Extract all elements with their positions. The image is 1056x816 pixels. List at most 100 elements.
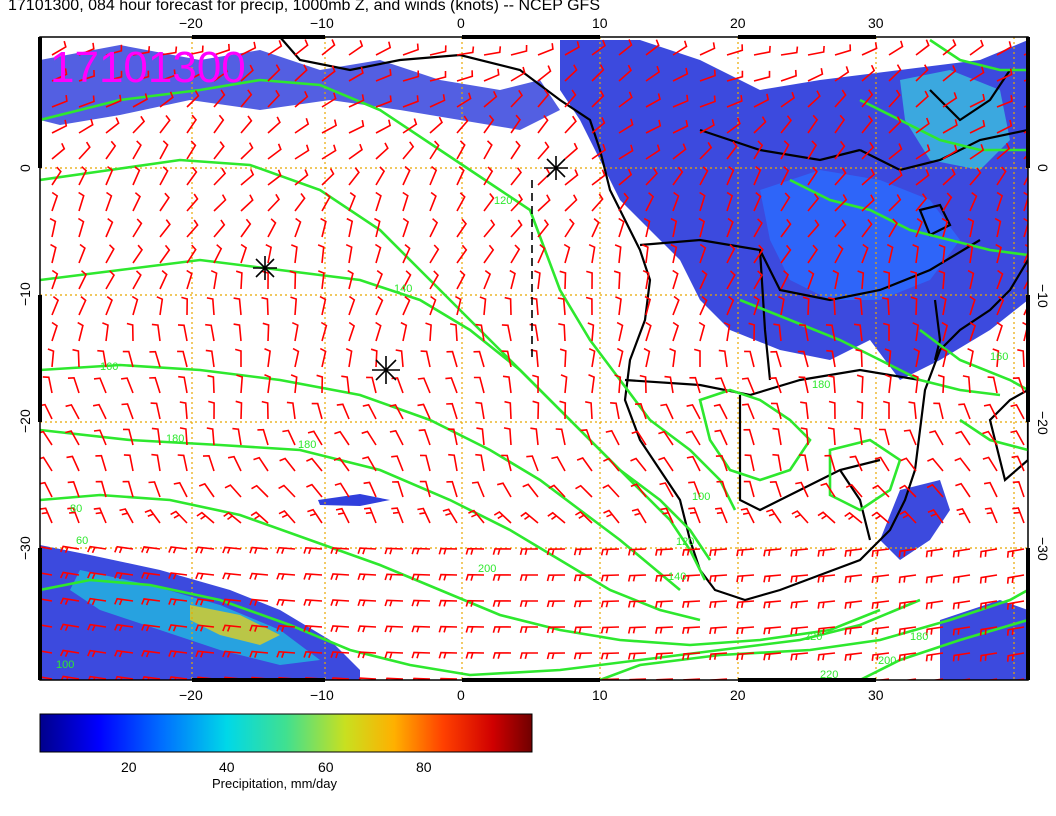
wind-barb: [213, 43, 231, 56]
wind-barb: [824, 454, 836, 472]
wind-barb: [276, 546, 296, 554]
wind-barb: [645, 167, 659, 186]
contour-220: [40, 578, 921, 677]
wind-barb: [429, 94, 446, 108]
wind-barb: [465, 547, 485, 555]
wind-barb: [591, 169, 606, 186]
wind-barb: [186, 114, 198, 134]
wind-barb: [952, 548, 971, 558]
wind-barb: [122, 350, 134, 368]
lat-tick: −20: [17, 409, 33, 433]
wind-barb: [741, 377, 755, 394]
wind-barb: [141, 676, 161, 680]
wind-barb: [336, 403, 350, 420]
wind-barb: [333, 457, 350, 472]
wind-barb: [348, 321, 356, 342]
wind-barb: [291, 244, 298, 264]
wind-barb: [227, 455, 242, 472]
wind-barb: [456, 92, 472, 108]
wind-barb: [417, 507, 431, 524]
wind-barb: [510, 89, 524, 108]
wind-barb: [522, 483, 539, 498]
wind-barb: [672, 295, 680, 316]
wind-barb: [87, 597, 107, 606]
wind-barb: [828, 400, 836, 420]
wind-barb: [915, 117, 930, 134]
wind-barb: [249, 546, 269, 554]
wind-barb: [144, 509, 161, 524]
contour-label: 60: [76, 535, 88, 547]
wind-barb: [699, 191, 706, 212]
lat-ticks-left: 0 −10 −20 −30: [17, 164, 33, 560]
wind-barb: [670, 217, 678, 238]
wind-barb: [294, 144, 310, 160]
wind-barb: [208, 400, 215, 420]
border-b: [624, 368, 921, 397]
wind-barb: [465, 573, 485, 581]
border-g: [699, 128, 861, 162]
wind-barb: [658, 456, 674, 472]
wind-barb: [699, 142, 713, 160]
wind-barb: [967, 347, 974, 368]
wind-barb: [689, 376, 701, 394]
wind-barb: [105, 44, 123, 56]
wind-barb: [984, 507, 998, 524]
wind-barb: [402, 191, 409, 212]
wind-barb: [141, 572, 161, 580]
wind-barb: [736, 548, 755, 557]
wind-barb: [249, 572, 269, 580]
wind-barb: [753, 295, 760, 316]
wind-barb: [766, 508, 782, 524]
wind-barb: [546, 626, 566, 634]
wind-barb: [698, 321, 706, 342]
wind-barb: [753, 140, 764, 160]
wind-barb: [51, 142, 66, 160]
wind-barb: [799, 324, 809, 342]
wind-barb: [925, 626, 944, 636]
date-stamp: 17101300: [50, 43, 246, 92]
colorbar-tick: 80: [416, 759, 432, 775]
wind-barb: [173, 481, 188, 498]
wind-barb: [195, 546, 215, 554]
wind-barb: [655, 626, 674, 634]
wind-barb: [912, 322, 920, 342]
wind-barb: [122, 428, 134, 446]
wind-barb: [558, 323, 566, 342]
wind-barb: [267, 218, 277, 238]
wind-barb: [391, 507, 404, 524]
wind-barb: [114, 545, 134, 554]
wind-barb: [616, 347, 624, 368]
wind-barb: [591, 143, 607, 160]
wind-barb: [780, 270, 790, 290]
wind-barb: [726, 44, 744, 56]
wind-barb: [213, 114, 225, 134]
wind-barb: [618, 64, 632, 82]
colorbar-ticks: 20 40 60 80: [121, 759, 432, 775]
wind-barb: [532, 400, 540, 420]
wind-barb: [979, 626, 998, 636]
wind-barb: [206, 427, 215, 446]
wind-barb: [807, 166, 818, 186]
wind-barb: [294, 39, 309, 56]
wind-barb: [205, 349, 215, 368]
wind-barb: [709, 600, 728, 609]
wind-barb: [483, 166, 494, 186]
wind-barb: [222, 546, 242, 554]
wind-barb: [857, 270, 865, 290]
wind-barb: [261, 400, 269, 420]
wind-barb: [276, 598, 296, 606]
wind-barb: [442, 508, 458, 524]
wind-barb: [763, 626, 782, 635]
wind-barb: [364, 507, 377, 524]
wind-barb: [699, 42, 716, 56]
wind-barb: [699, 243, 707, 264]
contour-label: 180: [166, 433, 184, 445]
wind-barb: [942, 144, 958, 160]
wind-barb: [105, 270, 116, 290]
wind-barb: [982, 456, 998, 472]
asterisk-marker: [253, 256, 277, 280]
wind-barb: [915, 193, 928, 212]
wind-barb: [791, 510, 809, 524]
wind-barb: [659, 482, 674, 498]
wind-barb: [319, 295, 327, 316]
